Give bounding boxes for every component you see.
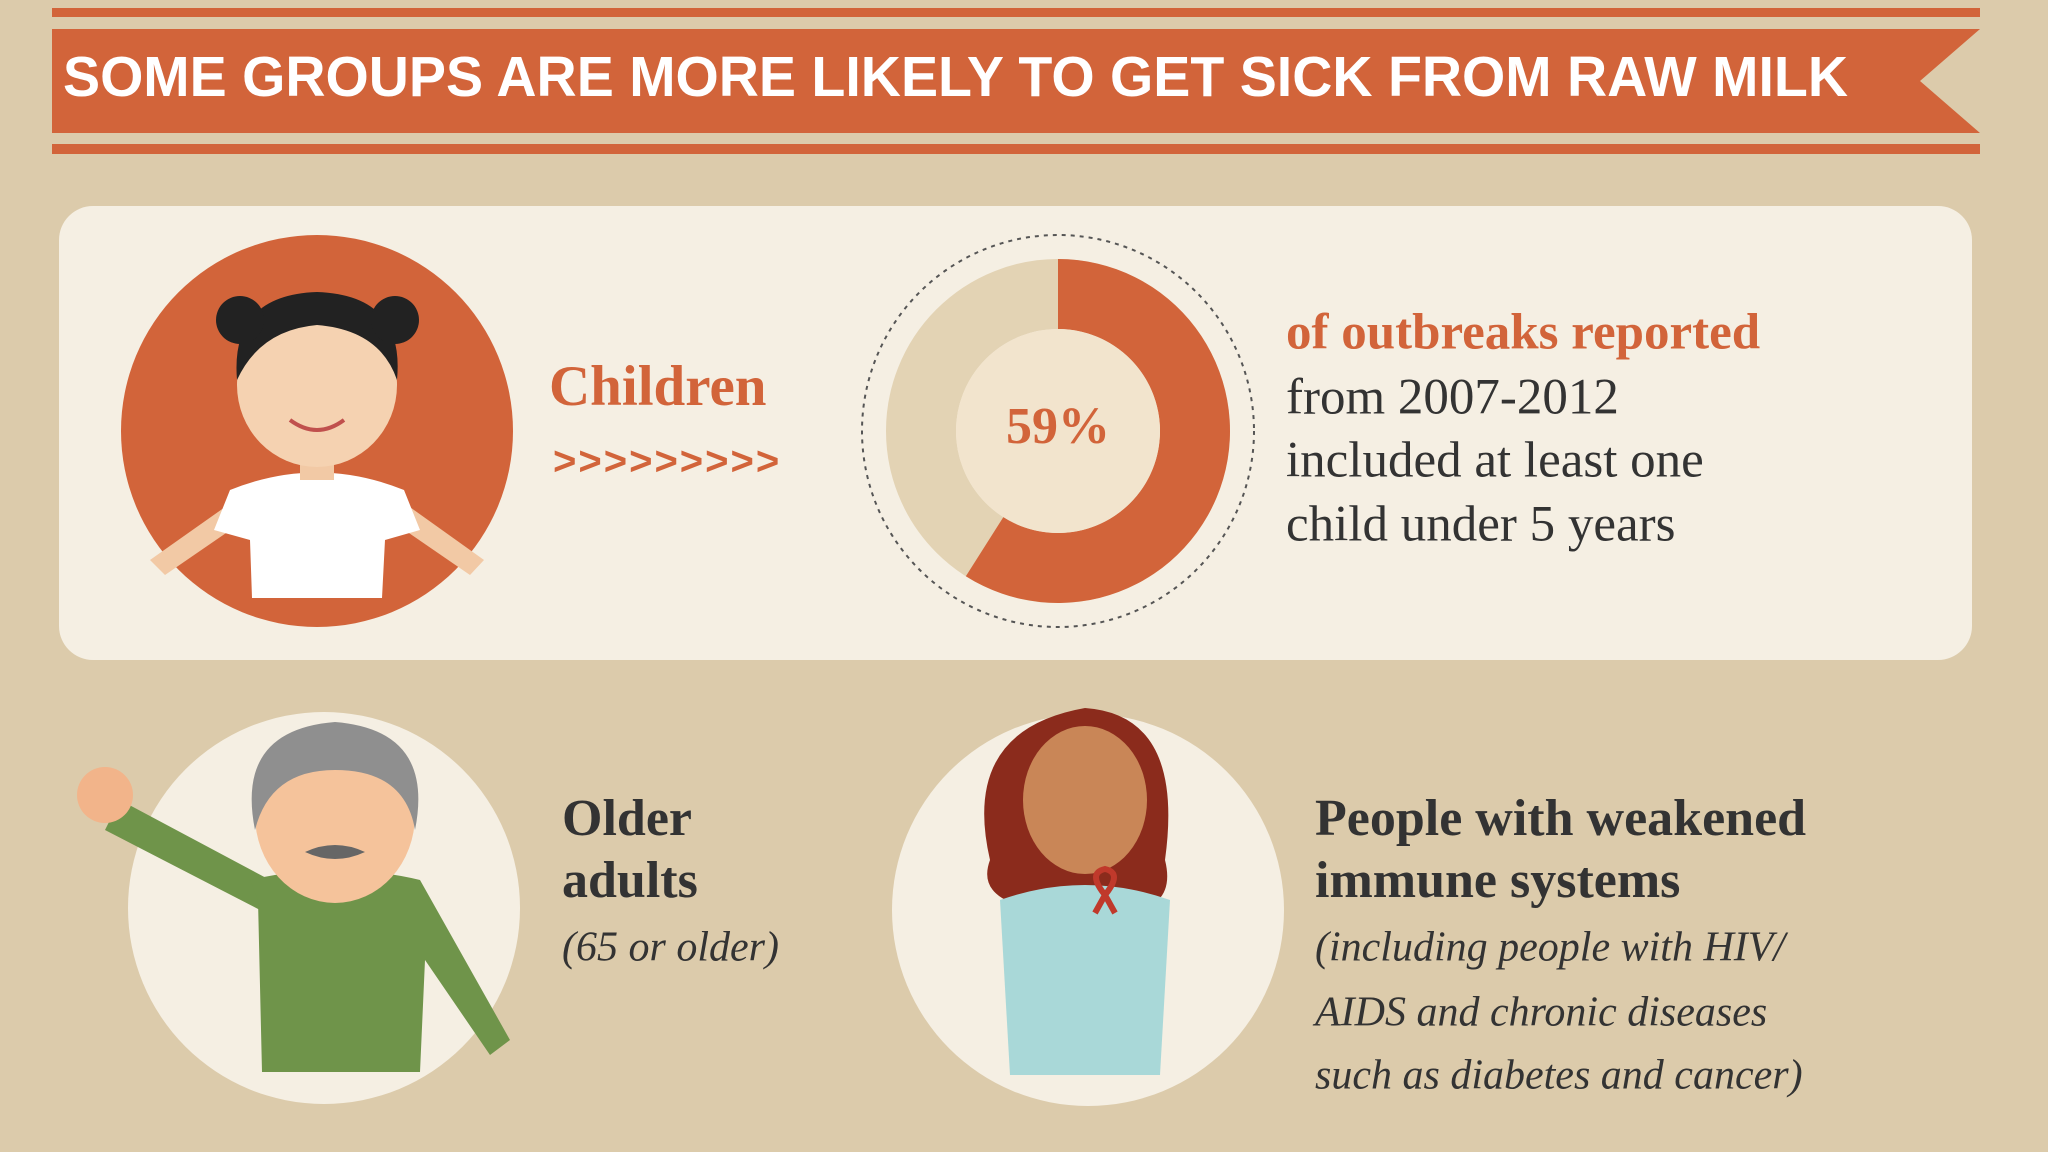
man-hair [251, 722, 419, 830]
arrows: >>>>>>>>> [553, 440, 781, 484]
banner-stripe [52, 8, 1980, 17]
girl-illustration [121, 235, 513, 627]
donut-center [956, 329, 1160, 533]
description-line: child under 5 years [1286, 497, 1675, 553]
description-line: included at least one [1286, 433, 1704, 489]
man-hand [77, 767, 133, 823]
man-sweater [250, 870, 510, 1072]
description-line: of outbreaks reported [1286, 305, 1760, 361]
group-label: Older [562, 790, 692, 847]
woman-illustration [892, 708, 1284, 1106]
group-label: immune systems [1315, 852, 1680, 909]
group-label: adults [562, 852, 698, 909]
donut [861, 234, 1255, 628]
group-note: AIDS and chronic diseases [1312, 990, 1767, 1036]
girl-hair [236, 292, 398, 380]
banner-stripe [52, 144, 1980, 154]
group-label: Children [549, 355, 767, 418]
girl-bun [371, 296, 419, 344]
description-line: from 2007-2012 [1286, 370, 1619, 426]
man-arm [105, 800, 270, 910]
ribbon [1092, 865, 1118, 915]
banner [52, 29, 1980, 133]
group-note: (65 or older) [562, 925, 779, 971]
stat-label: 59% [1006, 398, 1110, 455]
man-mustache [305, 845, 365, 859]
group-note: such as diabetes and cancer) [1315, 1053, 1803, 1099]
donut-ring [861, 234, 1255, 628]
man-illustration [77, 712, 520, 1104]
girl-smile [288, 418, 346, 432]
girl-bun [216, 296, 264, 344]
banner-title: SOME GROUPS ARE MORE LIKELY TO GET SICK … [63, 45, 1848, 109]
donut-arc [965, 259, 1230, 603]
woman-face [1023, 726, 1147, 874]
group-note: (including people with HIV/ [1315, 925, 1788, 971]
group-label: People with weakened [1315, 790, 1806, 847]
girl-face [237, 303, 397, 467]
woman-shirt [1000, 885, 1170, 1075]
girl-shirt [214, 472, 420, 598]
